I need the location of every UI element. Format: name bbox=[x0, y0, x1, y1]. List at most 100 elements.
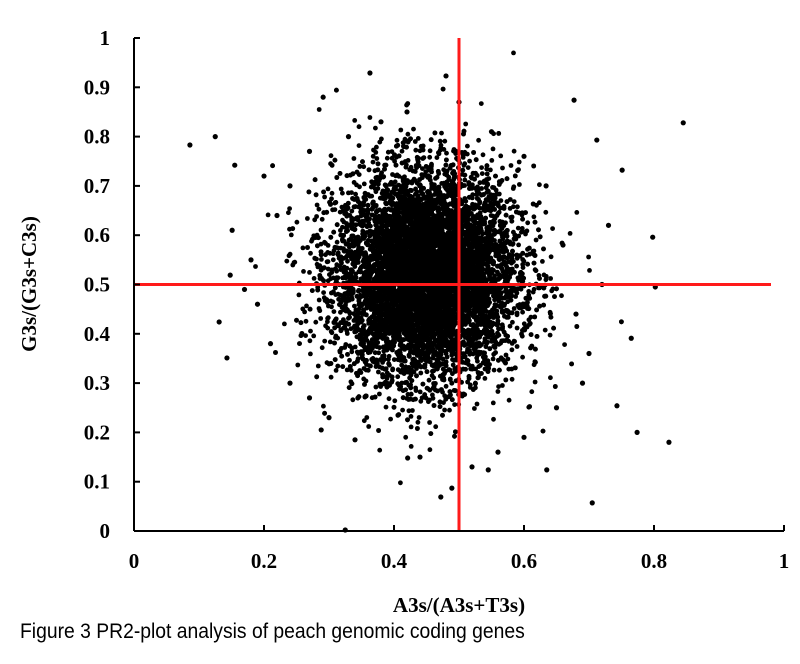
data-point bbox=[505, 356, 511, 362]
data-point bbox=[400, 407, 405, 413]
data-point bbox=[325, 278, 331, 284]
data-point bbox=[338, 309, 343, 315]
data-point bbox=[514, 344, 520, 349]
data-point bbox=[304, 303, 309, 309]
data-point bbox=[498, 198, 504, 204]
data-point bbox=[413, 147, 419, 153]
data-point bbox=[356, 143, 362, 149]
data-point bbox=[340, 190, 345, 196]
data-point bbox=[438, 142, 444, 148]
data-point bbox=[372, 350, 378, 356]
data-point bbox=[253, 264, 258, 269]
data-point bbox=[396, 173, 402, 179]
data-point bbox=[463, 121, 469, 127]
data-point bbox=[318, 316, 324, 321]
data-point bbox=[500, 165, 505, 171]
data-point bbox=[418, 370, 424, 376]
data-point bbox=[478, 101, 484, 106]
data-point bbox=[476, 137, 481, 143]
data-point bbox=[308, 250, 313, 256]
data-point bbox=[335, 250, 341, 256]
data-point bbox=[498, 179, 503, 185]
data-point bbox=[398, 480, 403, 486]
data-point bbox=[356, 124, 362, 130]
data-point bbox=[303, 333, 308, 338]
data-point bbox=[567, 231, 573, 236]
data-point bbox=[391, 357, 397, 362]
data-point bbox=[524, 228, 530, 234]
data-point bbox=[308, 351, 313, 357]
data-point bbox=[501, 329, 507, 335]
data-point bbox=[466, 362, 471, 367]
data-point bbox=[311, 333, 317, 339]
data-point bbox=[399, 148, 405, 154]
data-point bbox=[415, 136, 421, 141]
data-point bbox=[548, 375, 553, 381]
data-point bbox=[525, 220, 531, 226]
data-point bbox=[377, 391, 382, 397]
data-point bbox=[351, 156, 357, 161]
data-point bbox=[520, 354, 525, 360]
data-point bbox=[533, 237, 539, 243]
data-point bbox=[496, 384, 501, 389]
data-point bbox=[511, 199, 517, 205]
data-point bbox=[331, 309, 337, 314]
data-point bbox=[520, 309, 525, 315]
data-point bbox=[325, 186, 331, 192]
data-point bbox=[500, 383, 505, 388]
data-point bbox=[548, 276, 553, 281]
data-point bbox=[427, 447, 433, 453]
data-point bbox=[514, 263, 519, 269]
data-point bbox=[319, 257, 324, 262]
data-point bbox=[384, 155, 390, 161]
data-point bbox=[442, 407, 447, 413]
data-point bbox=[437, 138, 443, 144]
data-point bbox=[427, 148, 433, 154]
data-point bbox=[322, 194, 327, 200]
data-point bbox=[586, 254, 591, 260]
data-point bbox=[374, 156, 380, 161]
data-point bbox=[479, 186, 484, 191]
data-point bbox=[532, 379, 538, 385]
data-point bbox=[368, 363, 373, 369]
data-point bbox=[345, 258, 350, 264]
data-point bbox=[491, 367, 497, 373]
data-point bbox=[509, 376, 515, 382]
data-point bbox=[417, 389, 423, 395]
points-layer bbox=[187, 50, 686, 533]
data-point bbox=[294, 219, 300, 225]
data-point bbox=[376, 350, 382, 356]
data-point bbox=[333, 368, 339, 373]
data-point bbox=[514, 325, 520, 331]
data-point bbox=[463, 198, 469, 204]
data-point bbox=[311, 276, 317, 281]
data-point bbox=[433, 424, 439, 430]
data-point bbox=[321, 403, 326, 409]
data-point bbox=[347, 357, 352, 363]
data-point bbox=[418, 398, 424, 404]
data-point bbox=[376, 369, 381, 375]
data-point bbox=[329, 196, 334, 202]
data-point bbox=[473, 366, 478, 372]
data-point bbox=[315, 363, 321, 369]
data-point bbox=[470, 201, 475, 207]
data-point bbox=[295, 362, 301, 368]
data-point bbox=[426, 399, 431, 405]
data-point bbox=[415, 419, 421, 425]
data-point bbox=[480, 231, 486, 237]
data-point bbox=[411, 126, 416, 132]
data-point bbox=[462, 177, 468, 183]
data-point bbox=[511, 306, 517, 311]
data-point bbox=[361, 164, 367, 170]
data-point bbox=[265, 212, 271, 218]
data-point bbox=[328, 374, 334, 380]
data-point bbox=[420, 156, 426, 161]
data-point bbox=[373, 384, 379, 390]
data-point bbox=[313, 319, 319, 325]
data-point bbox=[354, 349, 360, 355]
data-point bbox=[370, 159, 376, 165]
data-point bbox=[373, 364, 379, 369]
data-point bbox=[405, 131, 411, 137]
data-point bbox=[508, 163, 514, 168]
data-point bbox=[352, 303, 357, 309]
